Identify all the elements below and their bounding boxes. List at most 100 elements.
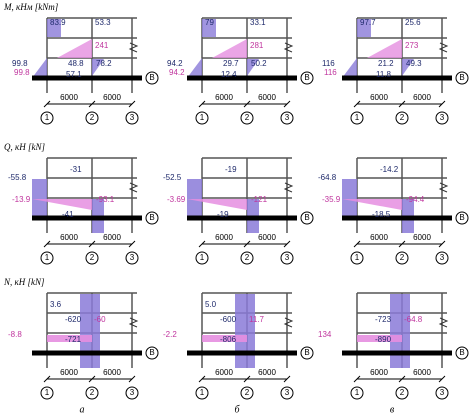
axis-circle [145,211,159,225]
axis-label: 3 [440,388,445,397]
dimension-label: 6000 [370,93,388,102]
axis-label: 2 [90,253,95,262]
value-label: 48.8 [68,59,84,68]
value-label: -13.9 [12,195,31,204]
axis-label: 1 [200,253,205,262]
dimension-tick [398,240,406,248]
dimension-label: 6000 [258,233,276,242]
dimension-label: 6000 [215,233,233,242]
dimension-tick [438,240,446,248]
value-label: 57.1 [66,70,82,79]
dimension-tick [128,375,136,383]
value-label: -890 [375,335,392,344]
value-label: 5.0 [205,300,217,309]
axis-circle [195,111,209,125]
value-label: 29.7 [223,59,239,68]
diagram-shape [402,59,414,76]
axis-label: 3 [440,253,445,262]
frame-panel: В 1 2 3 6000 6000 -620 -60 -8.8 -721 3.6 [8,292,159,400]
axis-label: 1 [45,113,50,122]
value-label: 12.4 [221,70,237,79]
axis-circle [395,251,409,265]
axis-label: 3 [285,388,290,397]
axis-circle [300,211,314,225]
diagram-shape [47,19,61,37]
diagram-shape [357,19,371,37]
row-title: Q, кН [kN] [4,142,45,152]
axis-label: 2 [90,113,95,122]
axis-label: 2 [245,113,250,122]
axis-label: 2 [400,253,405,262]
dimension-tick [438,100,446,108]
value-label: -64.8 [404,315,423,324]
diagram-shape [342,199,402,210]
dimension-label: 6000 [103,233,121,242]
diagram-shape [47,335,92,342]
axis-circle [85,111,99,125]
axis-label: В [304,348,309,357]
frame-panel: В 1 2 3 6000 6000 -64.8 -14.2 -35.9 -18.5 -94.4 [318,157,469,265]
diagram-shape [92,59,104,76]
dimension-tick [438,375,446,383]
axis-circle [280,111,294,125]
diagram-shape [32,199,92,210]
axis-label: 1 [355,388,360,397]
axis-circle [280,251,294,265]
axis-label: 3 [285,113,290,122]
value-label: -18.5 [372,210,391,219]
dimension-tick [128,100,136,108]
axis-label: 1 [355,253,360,262]
axis-circle [125,111,139,125]
axis-circle [240,111,254,125]
dimension-tick [88,375,96,383]
axis-label: 2 [90,388,95,397]
axis-circle [455,346,469,360]
break-mark [128,317,139,328]
axis-label: 1 [200,388,205,397]
axis-label: В [459,73,464,82]
axis-label: В [459,213,464,222]
column-label: б [234,404,240,415]
axis-label: В [304,73,309,82]
dimension-tick [283,100,291,108]
dimension-tick [43,240,51,248]
value-label: -35.9 [322,195,341,204]
axis-circle [435,251,449,265]
axis-label: В [304,213,309,222]
axis-circle [40,386,54,400]
frame-panel: В 1 2 3 6000 6000 83.9 53.3 241 99.899.8 48.8 78.2 5… [12,17,159,125]
dimension-tick [88,100,96,108]
diagram-shape [390,294,410,368]
dimension-tick [283,375,291,383]
axis-circle [240,386,254,400]
value-label: -723 [375,315,392,324]
break-mark [128,42,139,53]
axis-label: 2 [245,388,250,397]
frame-panel: В 1 2 3 6000 6000 79 33.1 281 94.294.2 29.7 50.2 12.… [167,17,314,125]
break-mark [438,317,449,328]
value-label: 49.3 [406,59,422,68]
axis-circle [40,251,54,265]
axis-circle [145,71,159,85]
axis-label: 2 [245,253,250,262]
break-mark [438,182,449,193]
value-label: -41 [62,210,74,219]
frame-panel: В 1 2 3 6000 6000 -600 11.7 -2.2 -806 5.0 [163,292,314,400]
diagram-shape [80,294,100,368]
value-label: -31 [70,165,82,174]
break-mark [283,182,294,193]
dimension-tick [353,375,361,383]
axis-circle [350,251,364,265]
axis-circle [240,251,254,265]
diagram-shape [202,19,216,37]
value-label: 281 [250,41,264,50]
dimension-tick [198,375,206,383]
axis-circle [40,111,54,125]
value-label: -14.2 [380,165,399,174]
axis-label: 3 [130,388,135,397]
diagram-shape [187,179,202,218]
axis-circle [145,346,159,360]
axis-label: 3 [130,253,135,262]
